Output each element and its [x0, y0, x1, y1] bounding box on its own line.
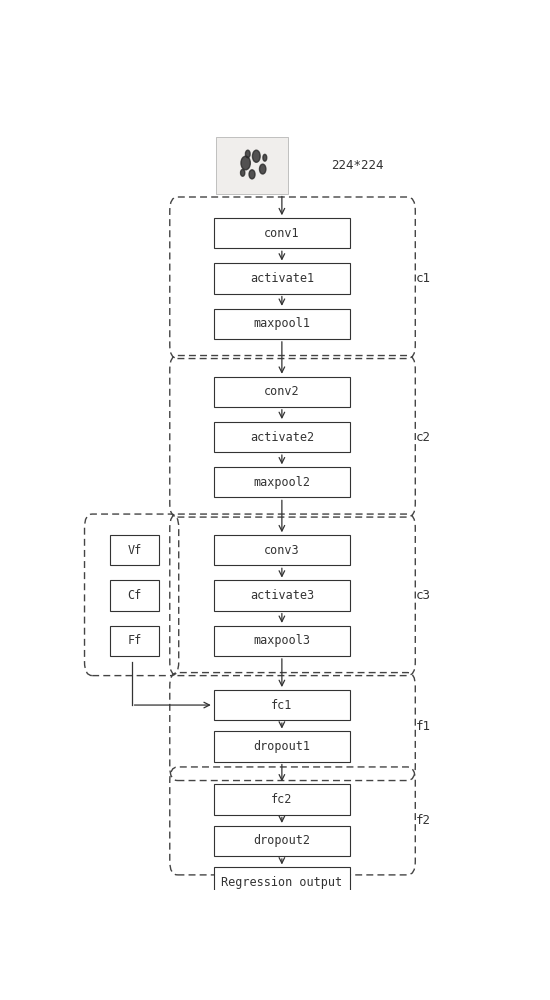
- Text: f2: f2: [416, 814, 431, 827]
- FancyBboxPatch shape: [213, 535, 350, 565]
- FancyBboxPatch shape: [213, 218, 350, 248]
- Text: dropout1: dropout1: [254, 740, 310, 753]
- FancyBboxPatch shape: [213, 731, 350, 762]
- Text: dropout2: dropout2: [254, 834, 310, 847]
- Text: maxpool3: maxpool3: [254, 634, 310, 647]
- Text: activate1: activate1: [250, 272, 314, 285]
- FancyBboxPatch shape: [111, 626, 160, 656]
- Text: fc2: fc2: [271, 793, 293, 806]
- Text: activate2: activate2: [250, 431, 314, 444]
- FancyBboxPatch shape: [213, 626, 350, 656]
- Ellipse shape: [263, 154, 267, 161]
- FancyBboxPatch shape: [213, 467, 350, 497]
- Text: Ff: Ff: [128, 634, 142, 647]
- FancyBboxPatch shape: [213, 690, 350, 720]
- Text: Vf: Vf: [128, 544, 142, 557]
- Text: conv1: conv1: [264, 227, 300, 240]
- Text: fc1: fc1: [271, 699, 293, 712]
- Text: maxpool1: maxpool1: [254, 317, 310, 330]
- Ellipse shape: [260, 164, 266, 174]
- FancyBboxPatch shape: [213, 784, 350, 815]
- FancyBboxPatch shape: [213, 377, 350, 407]
- FancyBboxPatch shape: [111, 580, 160, 611]
- Ellipse shape: [245, 150, 250, 158]
- Ellipse shape: [241, 156, 250, 170]
- Ellipse shape: [249, 170, 255, 179]
- FancyBboxPatch shape: [213, 263, 350, 294]
- Text: conv2: conv2: [264, 385, 300, 398]
- FancyBboxPatch shape: [111, 535, 160, 565]
- FancyBboxPatch shape: [216, 137, 288, 194]
- FancyBboxPatch shape: [213, 580, 350, 611]
- Text: c1: c1: [416, 272, 431, 285]
- Text: 224*224: 224*224: [331, 159, 383, 172]
- Text: c2: c2: [416, 431, 431, 444]
- Text: c3: c3: [416, 589, 431, 602]
- Text: conv3: conv3: [264, 544, 300, 557]
- FancyBboxPatch shape: [213, 309, 350, 339]
- FancyBboxPatch shape: [213, 867, 350, 898]
- FancyBboxPatch shape: [213, 826, 350, 856]
- Text: f1: f1: [416, 720, 431, 733]
- Text: Regression output: Regression output: [221, 876, 343, 889]
- Text: Cf: Cf: [128, 589, 142, 602]
- Text: maxpool2: maxpool2: [254, 476, 310, 489]
- FancyBboxPatch shape: [213, 422, 350, 452]
- Ellipse shape: [240, 169, 245, 176]
- Ellipse shape: [252, 150, 260, 162]
- Text: activate3: activate3: [250, 589, 314, 602]
